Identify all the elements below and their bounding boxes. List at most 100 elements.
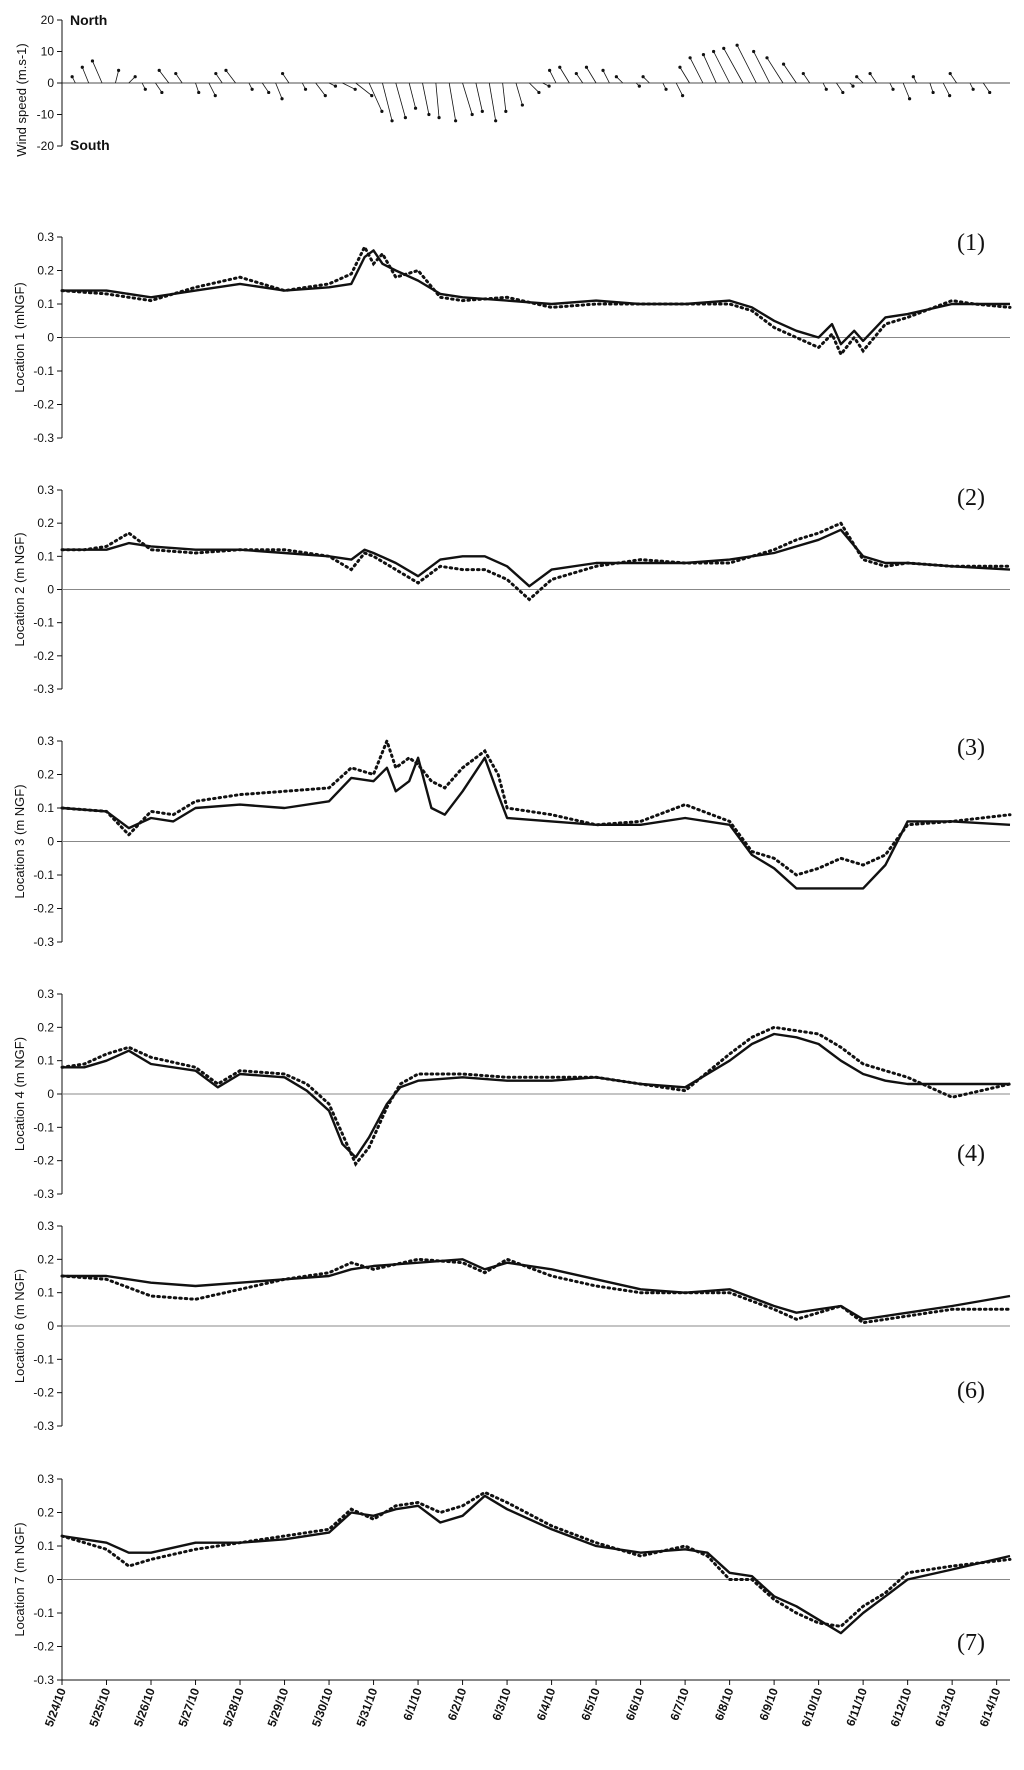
wind-vector-head [781,62,786,66]
wind-vector [475,82,483,112]
location-panel: 0.3 0.2 0.1 0 -0.1 -0.2 -0.3 Location 7 (m NGF)… [12,1472,1012,1687]
x-tick-label: 6/14/10 [977,1686,1004,1729]
wind-vector [275,82,283,99]
x-tick-label: 6/4/10 [534,1686,559,1722]
wind-vector [342,82,356,90]
wind-vector [408,82,416,109]
y-tick-label: 0.3 [37,230,54,244]
wind-vector [115,70,119,84]
observed-series-line [60,736,1012,877]
wind-vector-head [911,75,915,79]
wind-vector-head [520,103,524,107]
x-tick-label: 5/28/10 [220,1686,247,1729]
x-tick-label: 6/7/10 [667,1686,692,1722]
wind-vector-head [574,71,578,76]
wind-vector [502,82,507,112]
y-tick-label: -0.2 [33,1154,54,1168]
wind-vector-head [470,112,474,117]
y-tick-label: 0.1 [37,1286,54,1300]
y-tick-label: -0.1 [33,1120,54,1134]
wind-vector [942,82,950,96]
x-tick-label: 5/25/10 [86,1686,113,1729]
y-axis-label: Location 3 (m NGF) [12,784,27,898]
y-tick-label: 0.2 [37,516,54,530]
y-tick-label: -0.2 [33,1386,54,1400]
location-panel: 0.3 0.2 0.1 0 -0.1 -0.2 -0.3 Location 4 (m NGF)… [12,987,1012,1201]
x-tick-label: 6/12/10 [888,1686,915,1729]
wind-vector [753,51,771,84]
observed-series-line [60,521,1012,602]
y-tick-label: 0.2 [37,264,54,278]
wind-vector-head [353,87,357,91]
x-tick-label: 6/1/10 [400,1686,425,1722]
observed-series-line [60,243,1012,358]
wind-y-tick-label: 0 [47,76,54,90]
wind-vector [723,48,744,84]
wind-panel: Wind speed (m.s-1) North South 20 10 0 -10 -… [14,12,1010,157]
location-panels: 0.3 0.2 0.1 0 -0.1 -0.2 -0.3 Location 1 (mNGF) (… [12,230,1012,1687]
wind-vector [559,67,570,84]
wind-vector-head [90,59,95,63]
modelled-series-line [62,249,1010,346]
x-tick-label: 6/9/10 [756,1686,781,1722]
x-tick-label: 6/10/10 [799,1686,826,1729]
wind-vector-head [641,75,645,79]
wind-vector-head [323,94,327,98]
y-tick-label: 0.2 [37,1252,54,1266]
y-tick-label: -0.3 [33,935,54,949]
wind-vector [395,82,406,118]
y-tick-label: 0.1 [37,297,54,311]
wind-vector-head [380,109,384,113]
y-tick-label: 0.2 [37,1020,54,1034]
wind-vector-head [637,84,641,88]
wind-vector-head [801,71,805,76]
y-axis-label: Location 7 (m NGF) [12,1522,27,1636]
wind-vector-head [250,87,254,91]
panel-tag: (2) [957,485,985,511]
y-tick-label: -0.3 [33,682,54,696]
wind-vector-head [494,119,498,123]
wind-vector [586,67,597,84]
y-tick-label: -0.2 [33,1640,54,1654]
y-tick-label: 0.3 [37,1219,54,1233]
modelled-series-line [62,528,1011,588]
wind-vector-head [143,87,147,91]
wind-vector-head [454,119,458,123]
wind-vector-head [971,87,975,91]
wind-vector-head [664,87,668,91]
wind-vector-head [824,87,828,91]
wind-vector [515,82,523,106]
x-tick-label: 6/6/10 [623,1686,648,1722]
wind-vector [488,82,497,121]
y-tick-label: 0.3 [37,483,54,497]
y-tick-label: 0.2 [37,768,54,782]
wind-vector-head [333,84,338,88]
panel-tag: (7) [957,1630,985,1656]
wind-vector [282,73,290,84]
panel-tag: (6) [957,1378,985,1404]
y-tick-label: 0 [47,1087,54,1101]
y-axis-label: Location 6 (m NGF) [12,1269,27,1383]
wind-vector-head [907,97,912,101]
y-tick-label: -0.3 [33,1419,54,1433]
modelled-series-line [62,1032,1010,1159]
wind-vector-head [851,84,855,88]
wind-vector-head [931,90,935,95]
wind-vector-head [680,94,685,98]
wind-vector [261,82,270,93]
wind-vector [215,73,223,84]
wind-vector [462,82,473,115]
wind-vector-head [403,116,408,120]
location-panel: 0.3 0.2 0.1 0 -0.1 -0.2 -0.3 Location 2 (m NGF)… [12,483,1012,696]
wind-vector-head [197,90,201,95]
y-tick-label: 0.3 [37,734,54,748]
wind-vector-head [267,90,271,95]
wind-vector-head [70,75,74,79]
wind-vector [713,51,730,84]
wind-vector [836,82,844,93]
wind-vector-head [614,75,618,79]
x-tick-label: 6/5/10 [578,1686,603,1722]
wind-vector [689,57,704,84]
wind-vector [448,82,457,121]
